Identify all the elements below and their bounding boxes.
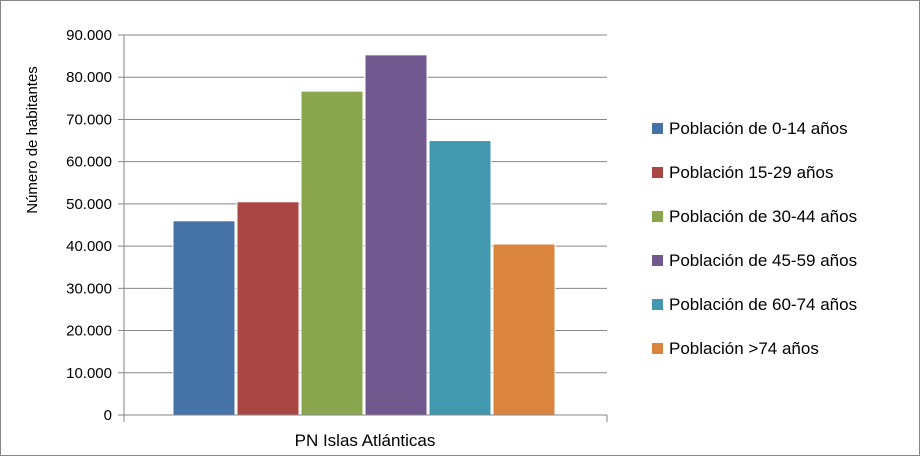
legend-label: Población >74 años [669,339,819,358]
legend-swatch [652,167,663,178]
bar [172,220,236,416]
y-tick-label: 40.000 [66,238,112,255]
legend-swatch [652,255,663,266]
y-tick-label: 50.000 [66,196,112,213]
y-tick-label: 60.000 [66,154,112,171]
axes [123,35,608,422]
y-axis-title: Número de habitantes [24,66,41,214]
y-tick-label: 90.000 [66,27,112,44]
y-tick-label: 10.000 [66,365,112,382]
bar [236,201,300,416]
y-tick-label: 0 [104,407,112,424]
bar [492,243,556,416]
bars [172,54,556,416]
x-category-label: PN Islas Atlánticas [295,431,436,450]
legend-label: Población de 0-14 años [669,119,848,138]
y-axis-ticks: 0 10.000 20.000 30.000 40.000 50.000 60.000 70.… [66,27,124,424]
legend-swatch [652,343,663,354]
legend-label: Población de 30-44 años [669,207,857,226]
y-tick-label: 80.000 [66,69,112,86]
bar [364,54,428,416]
legend-swatch [652,123,663,134]
y-tick-label: 30.000 [66,280,112,297]
legend-label: Población de 45-59 años [669,251,857,270]
legend-label: Población 15-29 años [669,163,833,182]
y-tick-label: 20.000 [66,323,112,340]
legend: Población de 0-14 años Población 15-29 añ… [652,119,857,358]
y-tick-label: 70.000 [66,111,112,128]
bar [300,90,364,416]
legend-swatch [652,211,663,222]
bar [428,140,492,416]
legend-label: Población de 60-74 años [669,295,857,314]
legend-swatch [652,299,663,310]
